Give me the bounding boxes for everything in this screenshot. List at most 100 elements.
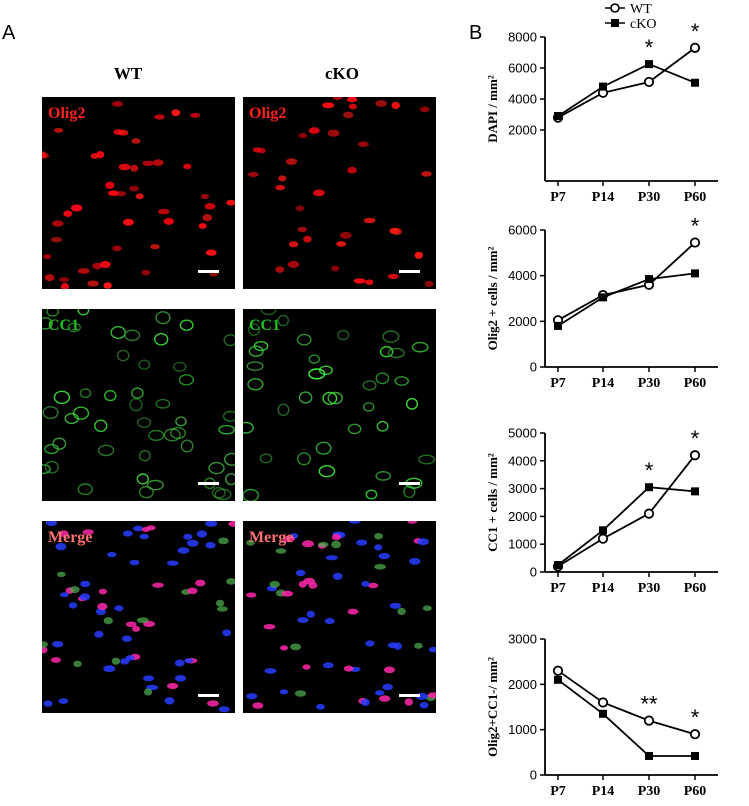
cell-nucleus <box>303 577 316 585</box>
series-line-wt <box>557 669 696 736</box>
cell-nucleus <box>387 642 398 649</box>
cell-nucleus <box>216 599 225 607</box>
data-point-cko <box>691 487 699 496</box>
cell-nucleus <box>129 559 140 566</box>
cell-nucleus <box>141 269 151 276</box>
cell-nucleus <box>275 184 286 191</box>
cell-nucleus <box>387 273 399 280</box>
data-point-cko <box>645 751 653 760</box>
cell-nucleus <box>205 542 216 549</box>
cell-nucleus <box>375 100 387 107</box>
y-tick-label: 5000 <box>508 426 537 441</box>
cell-nucleus <box>142 675 155 682</box>
cell-nucleus <box>105 181 115 189</box>
y-tick-label: 2000 <box>508 123 537 138</box>
panel-a-letter: A <box>2 22 16 44</box>
cell-nucleus <box>218 424 235 435</box>
cell-nucleus <box>218 537 229 545</box>
cell-nucleus <box>294 690 307 697</box>
cell-nucleus <box>153 332 169 346</box>
micrograph-olig2-cko: Olig2 <box>243 97 436 289</box>
cell-nucleus <box>394 376 409 386</box>
cell-nucleus <box>67 322 82 333</box>
cell-nucleus <box>308 127 320 134</box>
cell-nucleus <box>114 191 127 197</box>
cell-nucleus <box>290 643 302 651</box>
cell-nucleus <box>403 485 416 499</box>
cell-nucleus <box>90 153 100 159</box>
series-line-wt <box>557 47 696 119</box>
cell-nucleus <box>112 245 122 252</box>
cell-nucleus <box>297 617 309 623</box>
micrograph-merge-cko: Merge <box>243 521 436 713</box>
scale-bar <box>399 482 420 485</box>
cell-nucleus <box>374 564 386 570</box>
cell-nucleus <box>42 464 51 475</box>
cell-nucleus <box>260 309 277 316</box>
data-point-cko <box>645 483 653 492</box>
cell-nucleus <box>327 391 343 405</box>
cell-nucleus <box>207 700 219 707</box>
cell-nucleus <box>72 406 90 420</box>
cell-nucleus <box>155 398 171 409</box>
cell-nucleus <box>174 659 185 667</box>
cell-nucleus <box>277 403 290 417</box>
y-axis-label: CC1 + cells / mm² <box>485 453 500 552</box>
cell-nucleus <box>257 147 266 154</box>
cell-nucleus <box>331 540 341 549</box>
cell-nucleus <box>252 702 264 709</box>
cell-nucleus <box>303 235 312 243</box>
cell-nucleus <box>365 640 375 647</box>
y-tick-label: 6000 <box>508 223 537 238</box>
cell-nucleus <box>77 268 90 274</box>
y-axis-label: Olig2+CC1-/ mm² <box>485 657 500 757</box>
y-tick-label: 8000 <box>508 30 537 45</box>
micrograph-texture <box>42 101 235 289</box>
cell-nucleus <box>318 541 329 548</box>
scale-bar <box>399 694 420 697</box>
x-tick-label: P30 <box>638 784 661 799</box>
cell-nucleus <box>308 368 326 380</box>
data-point-cko <box>554 675 562 684</box>
cell-nucleus <box>322 391 338 405</box>
cell-nucleus <box>50 657 61 663</box>
cell-nucleus <box>68 602 78 609</box>
micrograph-texture <box>246 521 436 710</box>
x-tick-label: P60 <box>684 581 707 596</box>
cell-nucleus <box>55 542 67 551</box>
cell-nucleus <box>280 645 289 651</box>
x-tick-label: P7 <box>550 376 566 391</box>
micrograph-texture <box>243 309 436 501</box>
cell-nucleus <box>407 521 418 524</box>
cell-nucleus <box>424 280 434 287</box>
cell-nucleus <box>205 521 218 527</box>
micrograph-cc1-wt: CC1 <box>42 309 235 501</box>
cell-nucleus <box>275 266 285 273</box>
cell-nucleus <box>315 441 332 455</box>
cell-nucleus <box>42 646 48 654</box>
cell-nucleus <box>248 323 261 337</box>
cell-nucleus <box>179 319 194 331</box>
cell-nucleus <box>361 581 370 587</box>
cell-nucleus <box>136 617 149 624</box>
x-tick-label: P60 <box>684 190 707 205</box>
cell-nucleus <box>331 533 341 541</box>
cell-nucleus <box>308 354 321 364</box>
data-point-wt <box>643 508 655 519</box>
cell-nucleus <box>171 109 181 117</box>
cell-nucleus <box>59 277 70 283</box>
cell-nucleus <box>409 557 421 565</box>
cell-nucleus <box>196 530 207 538</box>
cell-nucleus <box>302 664 311 670</box>
cell-nucleus <box>327 129 340 137</box>
cell-nucleus <box>148 429 165 442</box>
cell-nucleus <box>135 193 144 200</box>
data-point-cko <box>554 561 562 570</box>
data-point-wt <box>689 729 701 740</box>
cell-nucleus <box>114 605 124 612</box>
cell-nucleus <box>204 203 216 210</box>
cell-nucleus <box>138 449 151 462</box>
cell-nucleus <box>99 261 111 268</box>
cell-nucleus <box>382 683 393 691</box>
cell-nucleus <box>375 470 391 481</box>
